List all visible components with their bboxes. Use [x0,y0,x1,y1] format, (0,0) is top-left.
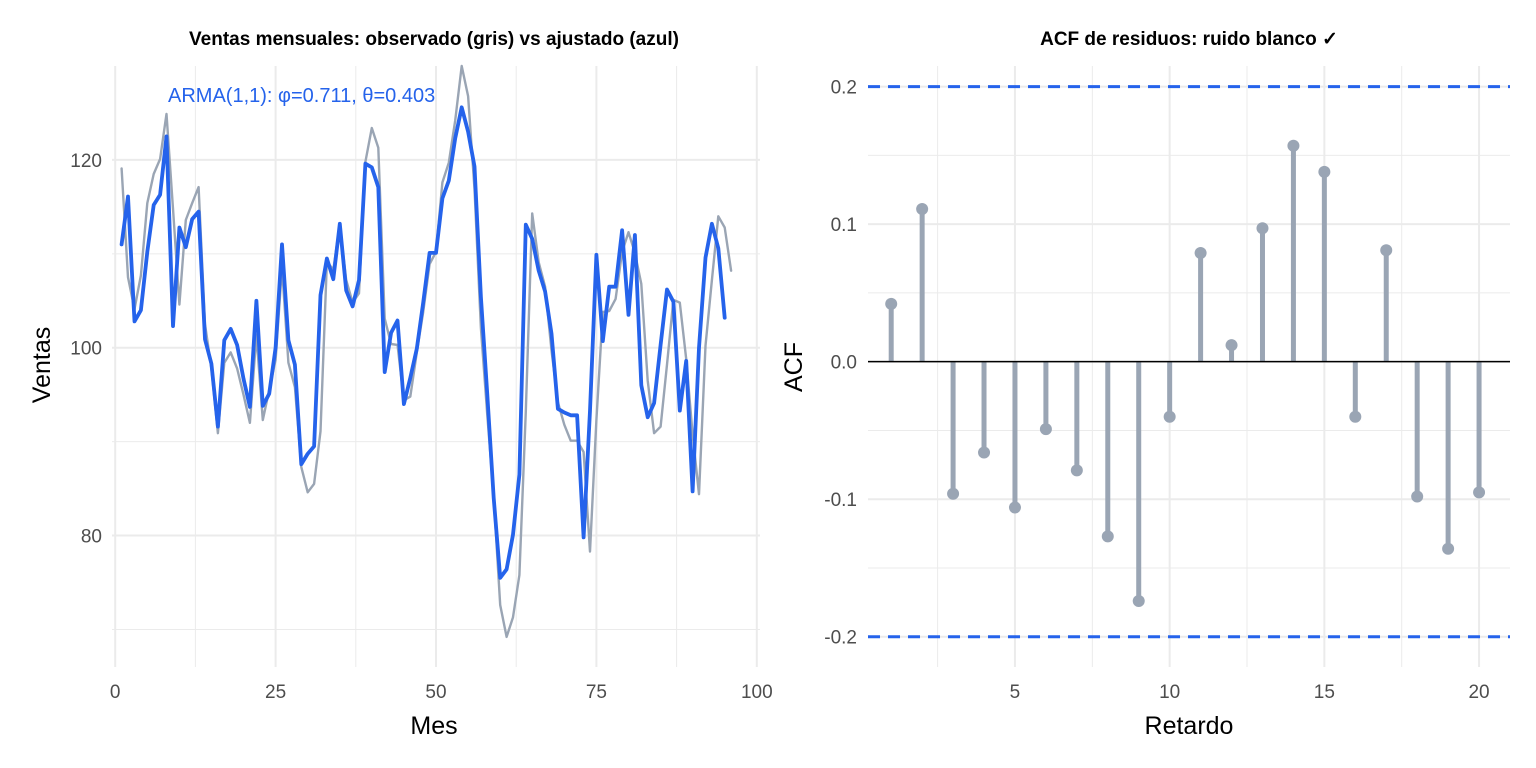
sales-chart-y-axis-title: Ventas [28,327,56,403]
acf-point [1039,423,1052,436]
sales-chart-series [119,64,733,639]
acf-point [885,297,898,310]
y-tick-label: 0.2 [831,78,857,99]
acf-point [1008,501,1021,514]
acf-point [1318,165,1331,178]
acf-point [1070,464,1083,477]
acf-point [978,446,991,459]
acf-point [916,203,929,216]
acf-point [1256,222,1269,235]
acf-point [1163,410,1176,423]
acf-point [1194,247,1207,260]
sales-chart-x-axis-title: Mes [410,712,457,740]
y-tick-label: 80 [81,527,102,548]
acf-chart-y-axis-title: ACF [780,342,808,392]
acf-point [947,487,960,500]
x-tick-label: 75 [586,682,607,703]
x-tick-label: 20 [1468,682,1489,703]
sales-chart-grid [112,66,760,667]
acf-point [1473,486,1486,499]
y-tick-label: 0.1 [831,215,857,236]
sales-chart-x-ticks: 0 25 50 75 100 [110,682,773,703]
y-tick-label: 0.0 [831,353,857,374]
acf-point [1132,594,1145,607]
x-tick-label: 15 [1314,682,1335,703]
y-tick-label: -0.1 [824,490,857,511]
acf-point [1225,339,1238,352]
x-tick-label: 25 [265,682,286,703]
acf-point [1287,139,1300,152]
y-tick-label: 120 [70,151,102,172]
fitted-series-line [119,105,727,580]
acf-chart-title: ACF de residuos: ruido blanco ✓ [1040,29,1338,50]
acf-chart-x-axis-title: Retardo [1145,712,1234,740]
acf-point [1411,490,1424,503]
acf-point [1380,244,1393,257]
acf-point [1442,542,1455,555]
acf-point [1349,410,1362,423]
arma-annotation: ARMA(1,1): φ=0.711, θ=0.403 [168,85,435,107]
y-tick-label: -0.2 [824,628,857,649]
acf-chart-x-ticks: 5 10 15 20 [1010,682,1490,703]
x-tick-label: 5 [1010,682,1021,703]
acf-chart-marks [868,85,1510,639]
sales-chart-y-ticks: 80 100 120 [70,151,102,548]
x-tick-label: 100 [741,682,773,703]
x-tick-label: 50 [425,682,446,703]
x-tick-label: 10 [1159,682,1180,703]
sales-chart-title: Ventas mensuales: observado (gris) vs aj… [189,29,679,50]
acf-chart: ACF de residuos: ruido blanco ✓ 5 10 15 20 … [780,29,1510,740]
sales-chart: Ventas mensuales: observado (gris) vs aj… [28,29,773,740]
y-tick-label: 100 [70,339,102,360]
acf-point [1101,530,1114,543]
x-tick-label: 0 [110,682,121,703]
acf-chart-grid [868,66,1510,667]
acf-chart-y-ticks: -0.2 -0.1 0.0 0.1 0.2 [824,78,857,649]
